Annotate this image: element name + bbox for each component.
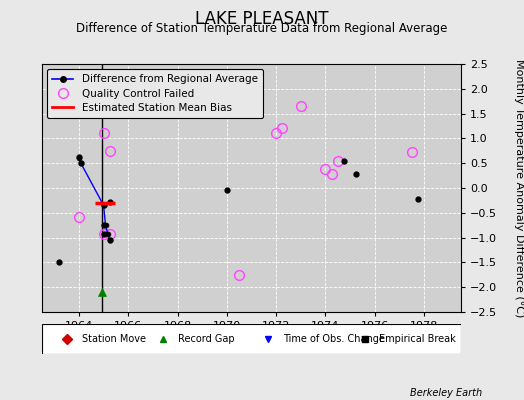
Text: Difference of Station Temperature Data from Regional Average: Difference of Station Temperature Data f… [77,22,447,35]
Legend: Difference from Regional Average, Quality Control Failed, Estimated Station Mean: Difference from Regional Average, Qualit… [47,69,263,118]
Text: LAKE PLEASANT: LAKE PLEASANT [195,10,329,28]
Y-axis label: Monthly Temperature Anomaly Difference (°C): Monthly Temperature Anomaly Difference (… [514,59,524,317]
Text: Empirical Break: Empirical Break [379,334,456,344]
Text: Station Move: Station Move [82,334,146,344]
FancyBboxPatch shape [42,324,461,354]
Text: Berkeley Earth: Berkeley Earth [410,388,482,398]
Text: Record Gap: Record Gap [178,334,235,344]
Text: Time of Obs. Change: Time of Obs. Change [283,334,385,344]
